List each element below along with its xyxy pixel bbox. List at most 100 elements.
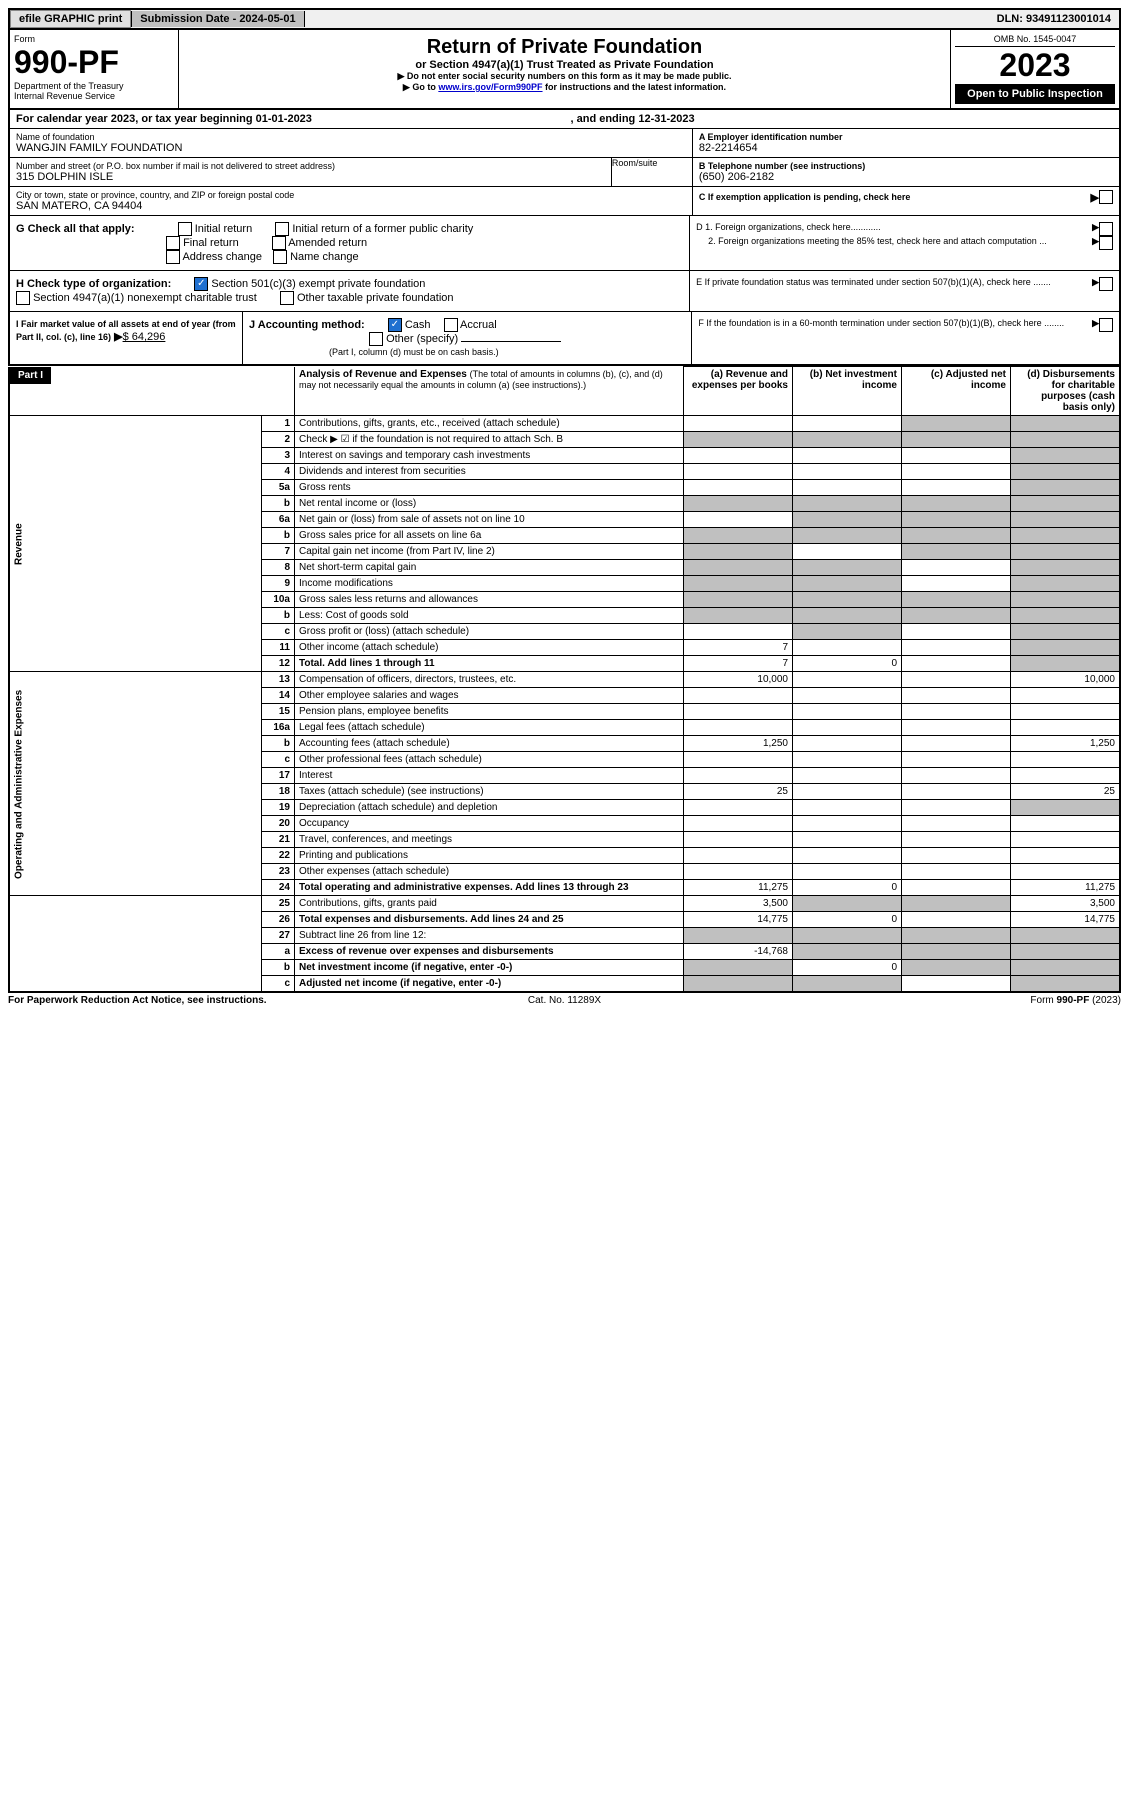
line-26: Total expenses and disbursements. Add li… (295, 912, 684, 928)
val-24a: 11,275 (684, 880, 793, 896)
h-label: H Check type of organization: (16, 278, 171, 290)
c-checkbox[interactable] (1099, 190, 1113, 204)
g-address-checkbox[interactable] (166, 250, 180, 264)
g-initial: Initial return (195, 223, 252, 235)
submission-date: Submission Date - 2024-05-01 (131, 11, 304, 27)
j-accrual-checkbox[interactable] (444, 318, 458, 332)
g-name: Name change (290, 251, 359, 263)
form-header: Form 990-PF Department of the Treasury I… (8, 30, 1121, 110)
omb: OMB No. 1545-0047 (955, 34, 1115, 47)
foundation-name: WANGJIN FAMILY FOUNDATION (16, 142, 686, 154)
g-final: Final return (183, 237, 239, 249)
part1-header: Part I (10, 367, 51, 384)
line-5b: Net rental income or (loss) (295, 496, 684, 512)
val-25d: 3,500 (1011, 896, 1121, 912)
c-label: C If exemption application is pending, c… (699, 192, 1091, 202)
ein: 82-2214654 (699, 142, 1113, 154)
h-other-checkbox[interactable] (280, 291, 294, 305)
g-amended-checkbox[interactable] (272, 236, 286, 250)
col-c-header: (c) Adjusted net income (902, 367, 1011, 416)
line-27a: Excess of revenue over expenses and disb… (295, 944, 684, 960)
j-accrual: Accrual (460, 319, 497, 331)
note-link: ▶ Go to www.irs.gov/Form990PF for instru… (185, 82, 944, 93)
line-21: Travel, conferences, and meetings (295, 832, 684, 848)
col-d-header: (d) Disbursements for charitable purpose… (1011, 367, 1121, 416)
val-13a: 10,000 (684, 672, 793, 688)
i-value: $ 64,296 (123, 331, 166, 343)
form-subtitle: or Section 4947(a)(1) Trust Treated as P… (185, 59, 944, 71)
line-6a: Net gain or (loss) from sale of assets n… (295, 512, 684, 528)
top-bar: efile GRAPHIC print Submission Date - 20… (8, 8, 1121, 30)
line-16a: Legal fees (attach schedule) (295, 720, 684, 736)
line-6b: Gross sales price for all assets on line… (295, 528, 684, 544)
d1-checkbox[interactable] (1099, 222, 1113, 236)
footer-mid: Cat. No. 11289X (379, 995, 750, 1006)
note-ssn: ▶ Do not enter social security numbers o… (185, 71, 944, 82)
address: 315 DOLPHIN ISLE (16, 171, 605, 183)
val-25a: 3,500 (684, 896, 793, 912)
e-checkbox[interactable] (1099, 277, 1113, 291)
tel-label: B Telephone number (see instructions) (699, 161, 1113, 171)
efile-button[interactable]: efile GRAPHIC print (10, 10, 131, 28)
g-amended: Amended return (288, 237, 367, 249)
line-5a: Gross rents (295, 480, 684, 496)
form-title: Return of Private Foundation (185, 36, 944, 59)
instructions-link[interactable]: www.irs.gov/Form990PF (438, 82, 542, 92)
form-number: 990-PF (14, 44, 174, 81)
line-16c: Other professional fees (attach schedule… (295, 752, 684, 768)
f-checkbox[interactable] (1099, 318, 1113, 332)
line-27b: Net investment income (if negative, ente… (295, 960, 684, 976)
line-11: Other income (attach schedule) (295, 640, 684, 656)
d1: D 1. Foreign organizations, check here..… (696, 222, 1092, 236)
dln: DLN: 93491123001014 (989, 11, 1119, 27)
line-27c: Adjusted net income (if negative, enter … (295, 976, 684, 993)
f-label: F If the foundation is in a 60-month ter… (698, 318, 1092, 358)
h-other: Other taxable private foundation (297, 292, 454, 304)
telephone: (650) 206-2182 (699, 171, 1113, 183)
addr-label: Number and street (or P.O. box number if… (16, 161, 605, 171)
j-other-checkbox[interactable] (369, 332, 383, 346)
h-501c3-checkbox[interactable]: ✓ (194, 277, 208, 291)
line-27: Subtract line 26 from line 12: (295, 928, 684, 944)
d2: 2. Foreign organizations meeting the 85%… (696, 236, 1092, 250)
g-initial-former-checkbox[interactable] (275, 222, 289, 236)
line-7: Capital gain net income (from Part IV, l… (295, 544, 684, 560)
g-label: G Check all that apply: (16, 223, 135, 235)
val-27aa: -14,768 (684, 944, 793, 960)
val-26b: 0 (793, 912, 902, 928)
g-name-checkbox[interactable] (273, 250, 287, 264)
line-17: Interest (295, 768, 684, 784)
footer-left: For Paperwork Reduction Act Notice, see … (8, 995, 379, 1006)
open-inspection: Open to Public Inspection (955, 84, 1115, 104)
tax-year: 2023 (955, 47, 1115, 84)
city: SAN MATERO, CA 94404 (16, 200, 686, 212)
revenue-sidebar: Revenue (9, 416, 262, 672)
j-cash-checkbox[interactable]: ✓ (388, 318, 402, 332)
line-13: Compensation of officers, directors, tru… (295, 672, 684, 688)
val-24d: 11,275 (1011, 880, 1121, 896)
g-final-checkbox[interactable] (166, 236, 180, 250)
g-initial-checkbox[interactable] (178, 222, 192, 236)
h-4947: Section 4947(a)(1) nonexempt charitable … (33, 292, 257, 304)
line-18: Taxes (attach schedule) (see instruction… (295, 784, 684, 800)
d2-checkbox[interactable] (1099, 236, 1113, 250)
ein-label: A Employer identification number (699, 132, 1113, 142)
val-27bb: 0 (793, 960, 902, 976)
irs: Internal Revenue Service (14, 91, 174, 101)
line-14: Other employee salaries and wages (295, 688, 684, 704)
e-label: E If private foundation status was termi… (696, 277, 1092, 305)
line-2: Check ▶ ☑ if the foundation is not requi… (295, 432, 684, 448)
val-12b: 0 (793, 656, 902, 672)
line-12: Total. Add lines 1 through 11 (295, 656, 684, 672)
form-label: Form (14, 34, 174, 44)
line-10c: Gross profit or (loss) (attach schedule) (295, 624, 684, 640)
line-23: Other expenses (attach schedule) (295, 864, 684, 880)
line-19: Depreciation (attach schedule) and deple… (295, 800, 684, 816)
val-18d: 25 (1011, 784, 1121, 800)
calendar-year: For calendar year 2023, or tax year begi… (10, 110, 565, 128)
name-label: Name of foundation (16, 132, 686, 142)
val-12a: 7 (684, 656, 793, 672)
line-3: Interest on savings and temporary cash i… (295, 448, 684, 464)
line-1: Contributions, gifts, grants, etc., rece… (295, 416, 684, 432)
h-4947-checkbox[interactable] (16, 291, 30, 305)
